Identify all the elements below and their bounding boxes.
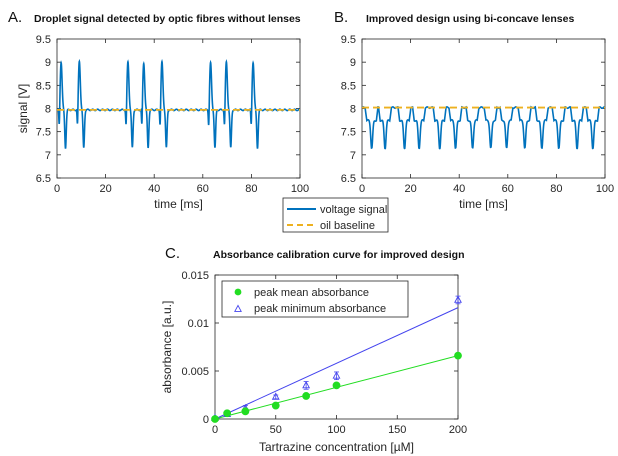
panel-a-xtick-label: 40 bbox=[148, 183, 160, 195]
panel-b-ytick-label: 7.5 bbox=[341, 127, 356, 139]
panel-a-title: Droplet signal detected by optic fibres … bbox=[34, 13, 301, 25]
panel-c-title: Absorbance calibration curve for improve… bbox=[213, 249, 464, 261]
panel-c-ytick-label: 0.01 bbox=[188, 318, 209, 330]
panel-a-letter: A. bbox=[8, 9, 22, 26]
panel-c-ytick-label: 0.015 bbox=[181, 270, 209, 282]
panel-c-xtick-label: 200 bbox=[449, 424, 467, 436]
panel-c-xlabel: Tartrazine concentration [µM] bbox=[259, 440, 414, 454]
panel-b-ytick-label: 7 bbox=[350, 150, 356, 162]
panel-c-xtick-label: 0 bbox=[212, 424, 218, 436]
panel-c-legend-mean-marker bbox=[234, 288, 242, 296]
panel-a-ytick-label: 6.5 bbox=[36, 173, 51, 185]
panel-b-xtick-label: 60 bbox=[502, 183, 514, 195]
panel-a-axes-box bbox=[56, 38, 301, 179]
panel-a-xtick-label: 60 bbox=[197, 183, 209, 195]
panel-a-ylabel: signal [V] bbox=[16, 84, 30, 133]
panel-a-xtick-label: 80 bbox=[245, 183, 257, 195]
panel-c-plot: 0 0.005 0.01 0.015 0 50 100 150 200 Tartrazine co… bbox=[160, 270, 467, 454]
panel-a-xlabel: time [ms] bbox=[154, 197, 203, 211]
panel-c-min-point bbox=[271, 392, 280, 400]
panel-c-letter: C. bbox=[165, 245, 180, 262]
panel-c-mean-point bbox=[454, 351, 462, 360]
panel-c-min-point bbox=[454, 295, 462, 303]
panel-c-mean-point bbox=[271, 401, 280, 410]
panel-a-ytick-label: 8 bbox=[45, 104, 51, 116]
panel-c-xtick-label: 100 bbox=[327, 424, 345, 436]
panel-b-plot: 6.5 7 7.5 8 8.5 9 9.5 0 20 40 60 80 100 time [ms] bbox=[341, 34, 614, 211]
panel-a-ytick-label: 7 bbox=[45, 150, 51, 162]
panel-c-legend-min-marker bbox=[234, 304, 242, 312]
panel-a-ytick-label: 7.5 bbox=[36, 127, 51, 139]
panel-c-legend-mean-label: peak mean absorbance bbox=[254, 287, 369, 299]
panel-b-xtick-label: 80 bbox=[550, 183, 562, 195]
panel-b-xtick-label: 40 bbox=[453, 183, 465, 195]
panel-b-letter: B. bbox=[334, 9, 348, 26]
panel-a-plot: 6.5 7 7.5 8 8.5 9 9.5 0 20 40 60 80 100 time [ms] sign… bbox=[16, 34, 309, 211]
panel-c-mean-point bbox=[211, 415, 219, 423]
panel-c-min-point bbox=[332, 371, 341, 379]
panel-b-ytick-label: 8 bbox=[350, 104, 356, 116]
legend-voltage-label: voltage signal bbox=[320, 204, 387, 216]
panel-c-ytick-label: 0 bbox=[203, 414, 209, 426]
panel-b-ytick-label: 8.5 bbox=[341, 80, 356, 92]
signal-legend: voltage signal oil baseline bbox=[282, 197, 389, 233]
panel-c-mean-point bbox=[241, 407, 250, 416]
panel-b-ytick-label: 6.5 bbox=[341, 173, 356, 185]
panel-c-xtick-label: 150 bbox=[388, 424, 406, 436]
panel-b-xlabel: time [ms] bbox=[459, 197, 508, 211]
panel-b-xtick-label: 100 bbox=[596, 183, 614, 195]
panel-a-ytick-label: 8.5 bbox=[36, 80, 51, 92]
panel-c-legend: peak mean absorbance peak minimum absorba… bbox=[221, 280, 409, 318]
panel-a-xtick-label: 20 bbox=[99, 183, 111, 195]
panel-b-xtick-label: 20 bbox=[404, 183, 416, 195]
panel-c-mean-point bbox=[302, 392, 311, 400]
panel-c-ytick-label: 0.005 bbox=[181, 366, 209, 378]
panel-b-ytick-label: 9.5 bbox=[341, 34, 356, 46]
signal-legend-box bbox=[282, 197, 389, 233]
panel-c-mean-point bbox=[332, 381, 341, 390]
panel-a-ytick-label: 9 bbox=[45, 57, 51, 69]
panel-b-title: Improved design using bi-concave lenses bbox=[366, 13, 574, 25]
panel-c-legend-box bbox=[221, 280, 409, 318]
legend-baseline-label: oil baseline bbox=[320, 220, 375, 232]
panel-c-legend-min-label: peak minimum absorbance bbox=[254, 303, 386, 315]
panel-c-min-point bbox=[302, 380, 311, 389]
panel-c-min-fit-line bbox=[214, 307, 459, 420]
panel-c-ylabel: absorbance [a.u.] bbox=[160, 301, 174, 394]
panel-a-xtick-label: 0 bbox=[54, 183, 60, 195]
panel-b-ytick-label: 9 bbox=[350, 57, 356, 69]
panel-c-xtick-label: 50 bbox=[270, 424, 282, 436]
panel-b-xtick-label: 0 bbox=[359, 183, 365, 195]
panel-a-xtick-label: 100 bbox=[291, 183, 309, 195]
panel-c-mean-point bbox=[223, 409, 232, 418]
panel-a-ytick-label: 9.5 bbox=[36, 34, 51, 46]
